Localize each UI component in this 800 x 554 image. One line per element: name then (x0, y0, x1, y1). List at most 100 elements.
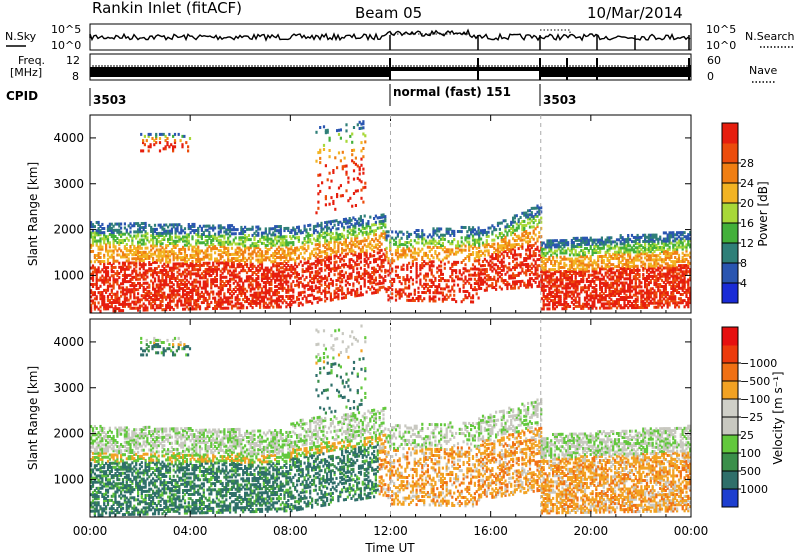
echo-cell (513, 286, 516, 290)
echo-cell (105, 303, 108, 307)
echo-cell (384, 279, 387, 283)
echo-cell (138, 271, 141, 275)
echo-cell (559, 255, 562, 259)
echo-cell (131, 271, 134, 275)
echo-cell (272, 291, 275, 295)
echo-cell (299, 293, 302, 297)
echo-cell (436, 291, 439, 295)
echo-cell (272, 243, 275, 247)
echo-cell (382, 252, 385, 256)
echo-cell (378, 275, 381, 279)
echo-cell (432, 283, 435, 286)
echo-cell (487, 278, 490, 282)
echo-cell (110, 270, 113, 274)
echo-cell (303, 243, 306, 247)
echo-cell (133, 230, 136, 234)
echo-cell (255, 277, 258, 281)
echo-cell (129, 302, 132, 306)
freq-band (90, 67, 390, 77)
echo-cell (133, 294, 136, 298)
echo-cell (148, 300, 151, 304)
echo-cell (517, 273, 520, 277)
echo-cell (394, 288, 398, 292)
echo-cell (373, 229, 376, 233)
echo-cell (449, 293, 452, 297)
echo-cell (513, 253, 516, 257)
echo-cell (212, 224, 215, 228)
echo-cell (512, 274, 515, 278)
echo-cell (324, 293, 327, 297)
echo-cell (470, 296, 473, 300)
echo-cell (335, 250, 338, 254)
echo-cell (480, 264, 483, 268)
echo-cell (159, 304, 162, 308)
echo-cell (105, 305, 108, 309)
echo-cell (232, 292, 235, 296)
echo-cell (249, 264, 252, 268)
echo-cell (103, 260, 106, 263)
echo-cell (152, 283, 155, 287)
echo-cell (204, 296, 207, 300)
echo-cell (232, 277, 235, 281)
echo-cell (125, 286, 128, 290)
echo-cell (219, 261, 222, 265)
echo-cell (380, 215, 383, 219)
echo-cell (458, 287, 461, 291)
echo-cell (283, 243, 286, 247)
echo-cell (445, 229, 448, 233)
echo-cell (204, 270, 207, 273)
echo-cell (563, 301, 566, 304)
echo-cell (515, 261, 518, 265)
echo-cell (521, 263, 524, 267)
echo-cell (398, 292, 401, 296)
echo-cell (135, 306, 138, 310)
echo-cell (504, 283, 507, 287)
echo-cell (97, 251, 100, 255)
echo-cell (548, 239, 551, 243)
echo-cell (434, 252, 437, 256)
echo-cell (508, 239, 511, 243)
echo-cell (339, 266, 342, 269)
echo-cell (191, 288, 194, 292)
noise-right-tick-top: 10^5 (706, 23, 736, 36)
echo-cell (515, 253, 518, 257)
echo-cell (214, 276, 217, 279)
echo-cell (268, 241, 271, 245)
echo-cell (125, 249, 128, 253)
echo-cell (240, 228, 243, 231)
echo-cell (521, 242, 524, 246)
echo-cell (532, 264, 535, 268)
echo-cell (223, 234, 226, 238)
echo-cell (234, 304, 237, 308)
echo-cell (198, 307, 202, 311)
echo-cell (245, 238, 249, 242)
echo-cell (327, 290, 331, 294)
echo-cell (195, 233, 198, 237)
echo-cell (225, 251, 228, 254)
echo-cell (133, 246, 136, 250)
echo-cell (513, 251, 516, 255)
echo-cell (253, 279, 256, 283)
echo-cell (424, 274, 428, 278)
echo-cell (565, 307, 568, 311)
echo-cell (411, 263, 414, 267)
echo-cell (99, 309, 102, 313)
echo-cell (559, 251, 562, 255)
echo-cell (341, 296, 344, 300)
echo-cell (485, 243, 488, 247)
echo-cell (212, 296, 215, 300)
echo-cell (341, 290, 344, 294)
echo-cell (415, 266, 418, 270)
echo-cell (489, 255, 492, 259)
echo-cell (292, 241, 295, 244)
echo-cell (408, 298, 411, 302)
echo-cell (223, 284, 226, 288)
echo-cell (165, 277, 168, 281)
echo-cell (367, 275, 370, 279)
echo-cell (142, 302, 145, 306)
echo-cell (327, 265, 331, 269)
echo-cell (251, 266, 254, 270)
echo-cell (464, 294, 467, 298)
echo-cell (464, 267, 467, 271)
echo-cell (185, 260, 188, 264)
